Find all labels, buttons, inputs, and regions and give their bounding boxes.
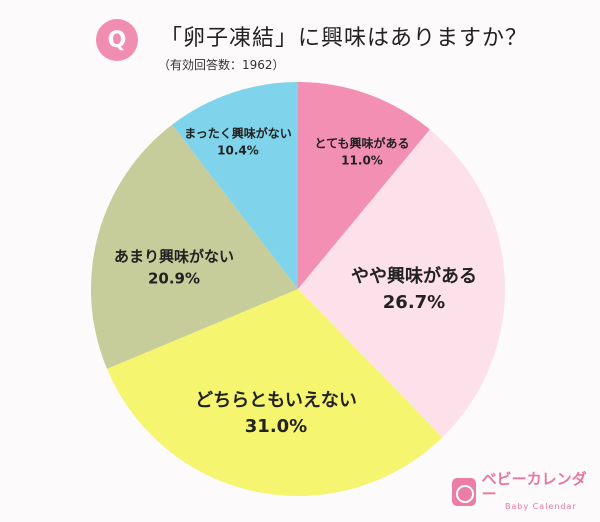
slice-category-4: まったく興味がない xyxy=(184,126,292,141)
slice-category-3: あまり興味がない xyxy=(113,247,235,266)
slice-value-2: 31.0% xyxy=(244,416,308,437)
slice-label-4: まったく興味がない 10.4% xyxy=(184,126,292,161)
chart-title: 「卵子凍結」に興味はありますか？ xyxy=(160,26,529,51)
slice-category-2: どちらともいえない xyxy=(195,389,357,411)
q-badge: Q xyxy=(96,19,138,61)
pie-slice-0 xyxy=(298,82,430,289)
slice-label-1: やや興味がある 26.7% xyxy=(351,264,477,316)
calendar-icon xyxy=(452,477,476,506)
slice-label-3: あまり興味がない 20.9% xyxy=(114,246,234,290)
slice-label-2: どちらともいえない 31.0% xyxy=(195,388,357,440)
logo-text: ベビーカレンダー xyxy=(481,470,587,503)
slice-value-0: 11.0% xyxy=(341,154,383,168)
pie-slice-2 xyxy=(107,289,443,496)
slice-value-3: 20.9% xyxy=(147,269,201,287)
slice-value-1: 26.7% xyxy=(382,292,446,313)
pie-slice-1 xyxy=(298,129,505,438)
pie-slice-3 xyxy=(91,124,299,369)
slice-category-1: やや興味がある xyxy=(351,265,477,287)
baby-calendar-logo: ベビーカレンダー Baby Calendar xyxy=(452,472,600,511)
slice-category-0: とても興味がある xyxy=(314,136,410,151)
slice-value-4: 10.4% xyxy=(217,144,259,158)
pie-slice-4 xyxy=(172,82,298,289)
logo-subtext: Baby Calendar xyxy=(504,502,577,511)
slice-label-0: とても興味がある 11.0% xyxy=(314,136,409,171)
chart-subtitle: （有効回答数：1962） xyxy=(158,58,285,72)
